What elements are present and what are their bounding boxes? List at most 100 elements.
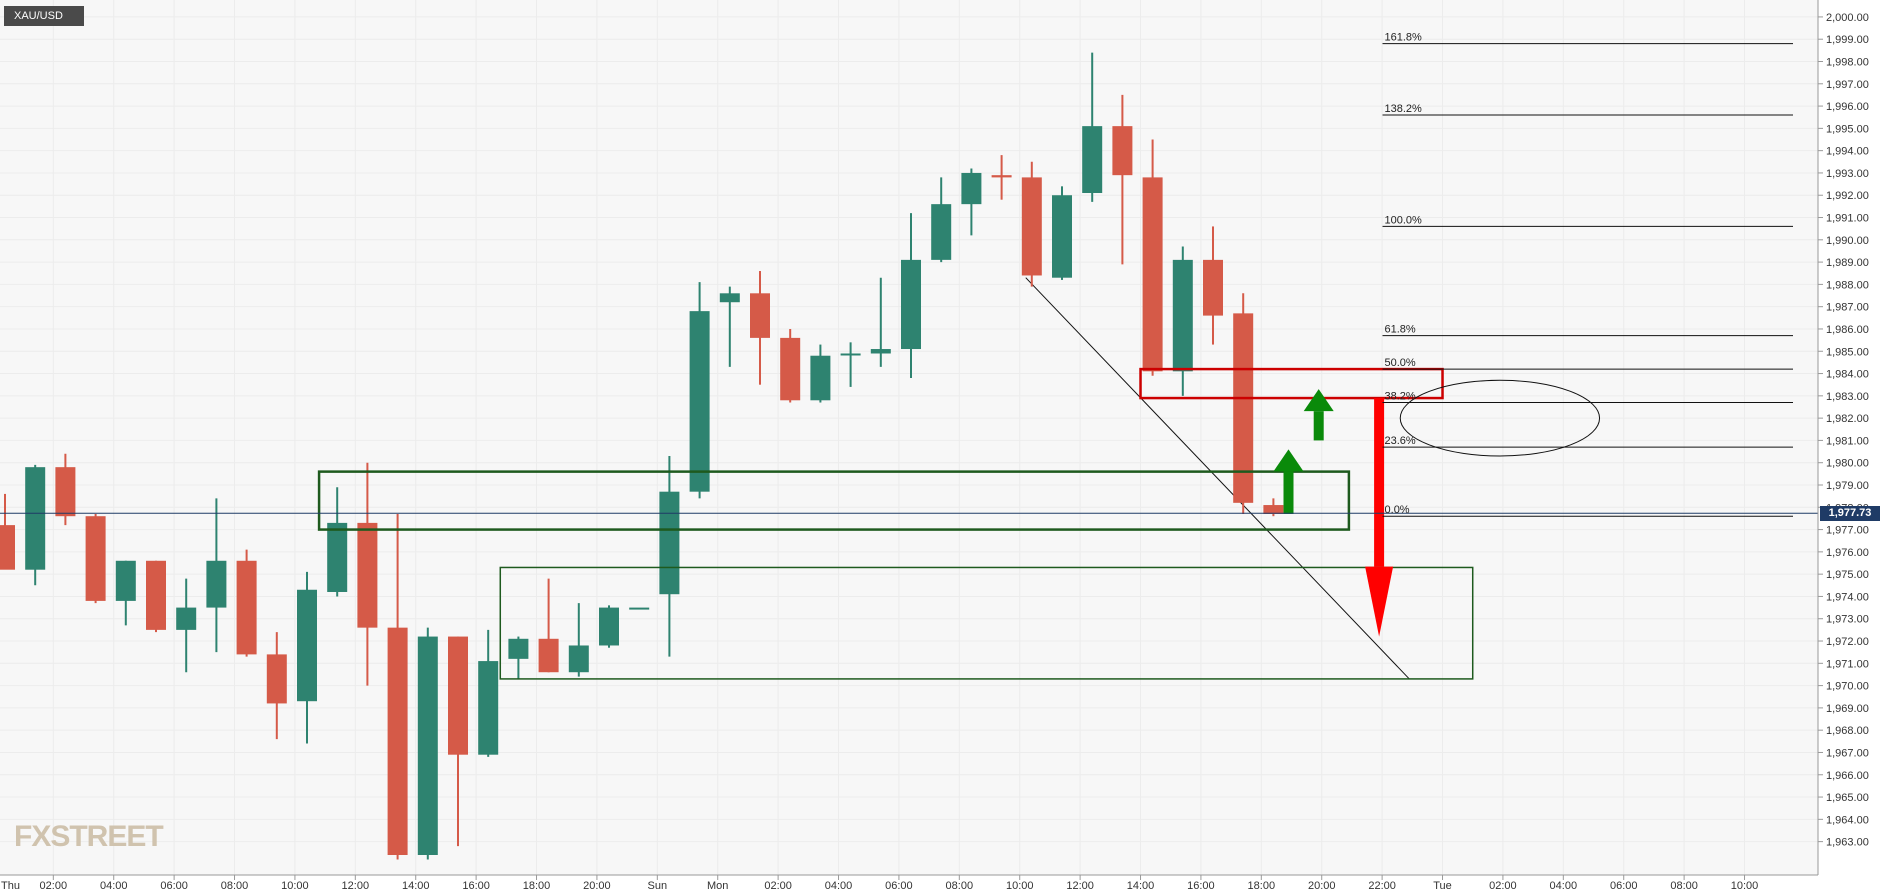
candle (659, 456, 680, 657)
candle-body (1263, 505, 1284, 514)
y-tick-label: 1,991.00 (1826, 213, 1869, 225)
arrow-shaft (1374, 398, 1385, 567)
arrow-up-icon (1303, 389, 1334, 441)
fib-label: 138.2% (1385, 103, 1423, 115)
x-tick-label: 10:00 (1731, 880, 1759, 892)
candle-body (327, 522, 348, 592)
candle (357, 462, 378, 686)
candle-body (0, 525, 15, 570)
y-tick-label: 1,981.00 (1826, 435, 1869, 447)
candle-body (1233, 313, 1254, 503)
candle (931, 177, 952, 263)
red-zone-box (1139, 367, 1444, 400)
candle (206, 498, 227, 653)
x-tick-label: 04:00 (100, 880, 128, 892)
x-tick-label: Tue (1433, 880, 1452, 892)
fib-level: 50.0% (1382, 357, 1793, 370)
arrow-shaft (1283, 471, 1294, 514)
x-tick-label: Mon (707, 880, 728, 892)
y-tick-label: 1,998.00 (1826, 56, 1869, 68)
highlight-ellipse (1399, 379, 1601, 457)
y-tick-label: 1,986.00 (1826, 324, 1869, 336)
candle (568, 603, 589, 677)
y-tick-label: 1,968.00 (1826, 725, 1869, 737)
candle-body (599, 607, 619, 646)
y-tick-label: 1,963.00 (1826, 837, 1869, 849)
y-tick-label: 1,970.00 (1826, 681, 1869, 693)
y-tick-label: 1,972.00 (1826, 636, 1869, 648)
candle (870, 277, 891, 367)
candle (991, 155, 1012, 200)
candle (115, 560, 136, 626)
fib-label: 100.0% (1385, 214, 1423, 226)
y-tick-label: 1,979.00 (1826, 480, 1869, 492)
trend-layer (1025, 277, 1410, 680)
candle-body (780, 337, 801, 401)
symbol-badge[interactable]: XAU/USD (4, 6, 84, 26)
candle-body (115, 560, 136, 601)
y-tick-label: 1,987.00 (1826, 302, 1869, 314)
candle-body (1052, 195, 1072, 278)
y-tick-label: 1,969.00 (1826, 703, 1869, 715)
candle-body (1021, 177, 1042, 276)
candle-body (448, 636, 468, 755)
x-tick-label: 02:00 (1489, 880, 1517, 892)
x-tick-label: 14:00 (402, 880, 430, 892)
x-tick-label: Thu (1, 880, 20, 892)
y-axis: 1,963.00 1,964.00 1,965.00 1,966.00 1,967.00… (1817, 0, 1869, 875)
candle (750, 271, 770, 385)
candle-body (1112, 126, 1133, 176)
y-tick-label: 1,980.00 (1826, 458, 1869, 470)
y-tick-label: 1,976.00 (1826, 547, 1869, 559)
plot-background (0, 0, 1818, 875)
candle-body (297, 589, 317, 702)
x-tick-label: 18:00 (523, 880, 551, 892)
x-tick-label: 02:00 (764, 880, 792, 892)
candle-body (659, 491, 680, 595)
y-tick-label: 1,993.00 (1826, 168, 1869, 180)
y-tick-label: 1,992.00 (1826, 190, 1869, 202)
overlay-layer (0, 367, 1818, 680)
candle-body (85, 516, 106, 601)
arrow-shaft (1313, 411, 1324, 441)
x-tick-label: 16:00 (1187, 880, 1215, 892)
trendline (1025, 277, 1410, 680)
candle (85, 513, 106, 604)
candle (508, 636, 529, 679)
fib-level: 100.0% (1382, 214, 1793, 227)
y-tick-label: 1,975.00 (1826, 569, 1869, 581)
candle-body (508, 638, 529, 659)
candle (1203, 226, 1223, 345)
x-tick-label: 12:00 (1066, 880, 1094, 892)
candle (810, 344, 831, 403)
x-tick-label: 06:00 (885, 880, 913, 892)
arrow-up-icon (1273, 449, 1304, 514)
x-tick-label: 10:00 (1006, 880, 1034, 892)
y-tick-label: 2,000.00 (1826, 12, 1869, 24)
candle (780, 328, 801, 403)
green-zone-box (499, 566, 1474, 680)
x-tick-label: 08:00 (1670, 880, 1698, 892)
candle-body (1142, 177, 1163, 372)
candle-body (750, 293, 770, 338)
candle-body (1203, 259, 1223, 316)
arrow-down-icon (1365, 398, 1394, 637)
candle (1052, 186, 1072, 280)
candle-body (689, 311, 710, 492)
y-tick-label: 1,966.00 (1826, 770, 1869, 782)
candle (961, 168, 982, 236)
candle-body (870, 349, 891, 354)
fib-label: 161.8% (1385, 32, 1423, 44)
fib-level: 161.8% (1382, 32, 1793, 45)
y-tick-label: 1,988.00 (1826, 279, 1869, 291)
candle (176, 578, 197, 673)
y-tick-label: 1,990.00 (1826, 235, 1869, 247)
candle-body (840, 353, 861, 356)
candle-body (55, 467, 76, 517)
candle-body (719, 293, 740, 303)
candle (840, 342, 861, 387)
candle-body (931, 204, 952, 260)
candle (689, 282, 710, 499)
x-tick-label: 06:00 (160, 880, 188, 892)
candle (1142, 139, 1163, 376)
